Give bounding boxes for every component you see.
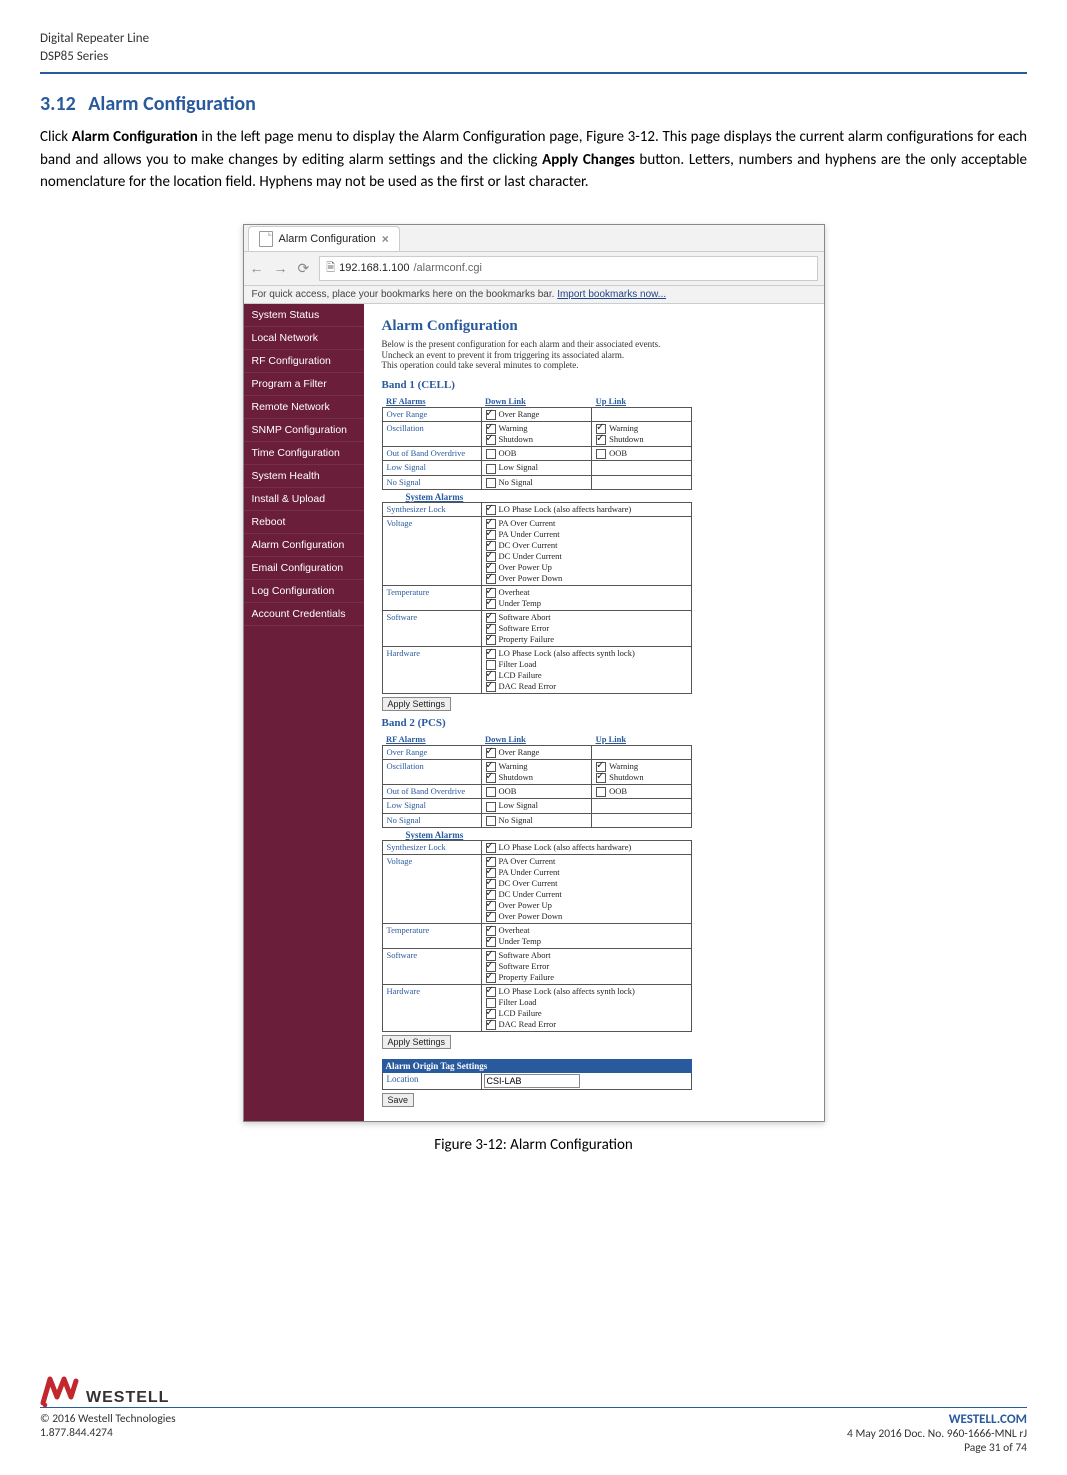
sidebar-item-alarm-configuration[interactable]: Alarm Configuration [244, 534, 364, 557]
footer-docref: 4 May 2016 Doc. No. 960-1666-MNL rJ [847, 1427, 1027, 1441]
checkbox-icon[interactable] [486, 410, 496, 420]
checkbox-icon[interactable] [596, 787, 606, 797]
figure-screenshot: Alarm Configuration × ← → ⟳ 🗎 192.168.1.… [243, 224, 825, 1122]
checkbox-icon[interactable] [486, 635, 496, 645]
sidebar-item-install-upload[interactable]: Install & Upload [244, 488, 364, 511]
system-alarms-table: Synthesizer LockLO Phase Lock (also affe… [382, 502, 692, 695]
sidebar-item-remote-network[interactable]: Remote Network [244, 396, 364, 419]
sidebar-item-time-configuration[interactable]: Time Configuration [244, 442, 364, 465]
forward-icon[interactable]: → [274, 260, 288, 276]
browser-address-bar: ← → ⟳ 🗎 192.168.1.100/alarmconf.cgi [244, 252, 824, 286]
checkbox-icon[interactable] [486, 787, 496, 797]
checkbox-icon[interactable] [486, 682, 496, 692]
checkbox-icon[interactable] [486, 464, 496, 474]
location-label: Location [383, 1073, 482, 1089]
intro-line: Below is the present configuration for e… [382, 339, 810, 350]
sidebar-item-local-network[interactable]: Local Network [244, 327, 364, 350]
bookmark-hint: For quick access, place your bookmarks h… [244, 286, 824, 304]
apply-settings-button[interactable]: Apply Settings [382, 1035, 452, 1049]
checkbox-icon[interactable] [486, 937, 496, 947]
page-title: Alarm Configuration [382, 318, 810, 335]
band-title: Band 2 (PCS) [382, 717, 810, 729]
location-header: Alarm Origin Tag Settings [382, 1059, 692, 1073]
rf-alarms-table: RF AlarmsDown LinkUp LinkOver RangeOver … [382, 395, 692, 489]
back-icon[interactable]: ← [250, 260, 264, 276]
url-host: 192.168.1.100 [339, 262, 409, 274]
checkbox-icon[interactable] [596, 449, 606, 459]
checkbox-icon[interactable] [486, 912, 496, 922]
reload-icon[interactable]: ⟳ [298, 260, 310, 277]
footer: WESTELL © 2016 Westell Technologies 1.87… [40, 1373, 1027, 1455]
system-alarms-header: System Alarms [406, 492, 692, 502]
westell-logo-icon [40, 1373, 80, 1407]
sidebar-item-account-credentials[interactable]: Account Credentials [244, 603, 364, 626]
content-area: Alarm Configuration Below is the present… [364, 304, 824, 1121]
url-path: /alarmconf.cgi [413, 262, 481, 274]
intro-line: This operation could take several minute… [382, 360, 810, 371]
sidebar-item-reboot[interactable]: Reboot [244, 511, 364, 534]
checkbox-icon[interactable] [486, 649, 496, 659]
rf-alarms-table: RF AlarmsDown LinkUp LinkOver RangeOver … [382, 733, 692, 827]
intro-text: Below is the present configuration for e… [382, 339, 810, 371]
checkbox-icon[interactable] [486, 987, 496, 997]
tab-title: Alarm Configuration [279, 233, 376, 245]
browser-tab-bar: Alarm Configuration × [244, 225, 824, 252]
save-button[interactable]: Save [382, 1093, 415, 1107]
sidebar-item-program-a-filter[interactable]: Program a Filter [244, 373, 364, 396]
checkbox-icon[interactable] [596, 435, 606, 445]
sidebar-item-rf-configuration[interactable]: RF Configuration [244, 350, 364, 373]
intro-line: Uncheck an event to prevent it from trig… [382, 350, 810, 361]
footer-copyright: © 2016 Westell Technologies [40, 1412, 176, 1426]
header-rule [40, 72, 1027, 74]
checkbox-icon[interactable] [486, 599, 496, 609]
system-alarms-header: System Alarms [406, 830, 692, 840]
sidebar-item-snmp-configuration[interactable]: SNMP Configuration [244, 419, 364, 442]
checkbox-icon[interactable] [486, 973, 496, 983]
checkbox-icon[interactable] [486, 816, 496, 826]
band-title: Band 1 (CELL) [382, 379, 810, 391]
sidebar: System StatusLocal NetworkRF Configurati… [244, 304, 364, 1121]
doc-header-line2: DSP85 Series [40, 48, 1027, 66]
checkbox-icon[interactable] [486, 1020, 496, 1030]
footer-phone: 1.877.844.4274 [40, 1426, 176, 1440]
checkbox-icon[interactable] [486, 478, 496, 488]
section-paragraph: Click Alarm Configuration in the left pa… [40, 126, 1027, 194]
sidebar-item-log-configuration[interactable]: Log Configuration [244, 580, 364, 603]
location-settings: Alarm Origin Tag Settings Location [382, 1059, 692, 1090]
checkbox-icon[interactable] [596, 773, 606, 783]
checkbox-icon[interactable] [486, 748, 496, 758]
checkbox-icon[interactable] [486, 843, 496, 853]
import-bookmarks-link[interactable]: Import bookmarks now... [557, 289, 666, 300]
checkbox-icon[interactable] [486, 449, 496, 459]
bookmark-hint-text: For quick access, place your bookmarks h… [252, 289, 555, 300]
checkbox-icon[interactable] [486, 773, 496, 783]
doc-header-line1: Digital Repeater Line [40, 30, 1027, 48]
sidebar-item-system-health[interactable]: System Health [244, 465, 364, 488]
system-alarms-table: Synthesizer LockLO Phase Lock (also affe… [382, 840, 692, 1033]
footer-domain: WESTELL.COM [847, 1412, 1027, 1427]
close-icon[interactable]: × [382, 232, 389, 246]
document-header: Digital Repeater Line DSP85 Series [40, 30, 1027, 66]
figure-caption: Figure 3-12: Alarm Configuration [40, 1136, 1027, 1154]
section-number: 3.12 [40, 92, 76, 116]
section-heading: 3.12 Alarm Configuration [40, 92, 1027, 116]
checkbox-icon[interactable] [486, 574, 496, 584]
section-title-text: Alarm Configuration [88, 92, 256, 116]
page-icon [259, 231, 273, 247]
apply-settings-button[interactable]: Apply Settings [382, 697, 452, 711]
sidebar-item-email-configuration[interactable]: Email Configuration [244, 557, 364, 580]
westell-brand-text: WESTELL [86, 1389, 169, 1407]
sidebar-item-system-status[interactable]: System Status [244, 304, 364, 327]
checkbox-icon[interactable] [486, 505, 496, 515]
url-field[interactable]: 🗎 192.168.1.100/alarmconf.cgi [319, 256, 817, 281]
file-icon: 🗎 [326, 259, 335, 278]
footer-page: Page 31 of 74 [847, 1441, 1027, 1455]
checkbox-icon[interactable] [486, 802, 496, 812]
checkbox-icon[interactable] [486, 435, 496, 445]
location-input[interactable] [484, 1074, 580, 1088]
browser-tab[interactable]: Alarm Configuration × [248, 226, 400, 251]
